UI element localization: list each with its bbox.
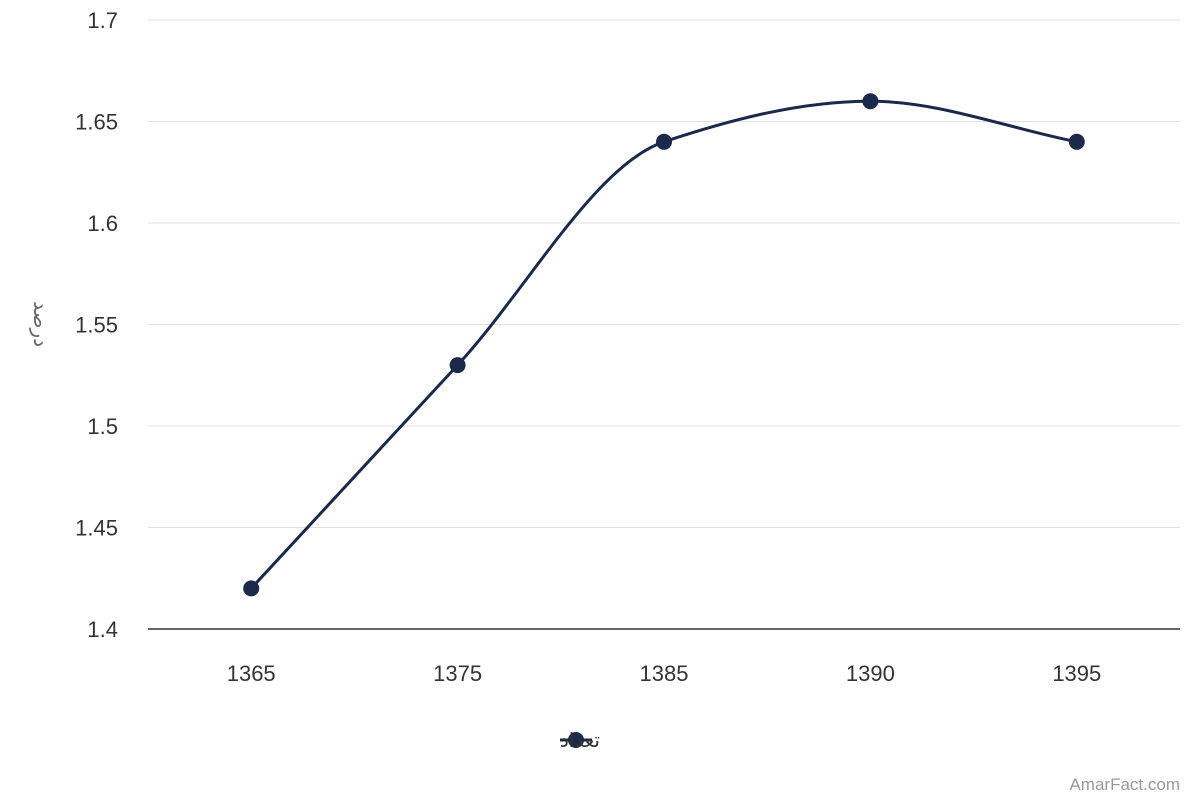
y-tick-label: 1.5 xyxy=(87,414,118,439)
x-axis-ticks: 1365 1375 1385 1390 1395 xyxy=(227,661,1102,686)
data-point[interactable] xyxy=(656,133,672,150)
y-tick-label: 1.65 xyxy=(75,110,118,135)
x-tick-label: 1385 xyxy=(640,661,689,686)
series-layer xyxy=(243,93,1085,597)
y-tick-label: 1.55 xyxy=(75,313,118,338)
data-point[interactable] xyxy=(449,357,466,374)
x-tick-label: 1375 xyxy=(433,661,482,686)
legend-label: تعداد xyxy=(560,728,600,752)
legend-marker-icon xyxy=(568,732,584,748)
grid-lines xyxy=(148,19,1180,528)
x-tick-label: 1395 xyxy=(1052,661,1101,686)
y-tick-label: 1.4 xyxy=(87,617,118,642)
y-tick-label: 1.6 xyxy=(87,211,118,236)
y-tick-label: 1.7 xyxy=(87,8,118,33)
data-point[interactable] xyxy=(862,93,879,110)
y-axis-ticks: 1.4 1.45 1.5 1.55 1.6 1.65 1.7 xyxy=(75,8,118,642)
data-point[interactable] xyxy=(243,580,260,597)
y-tick-label: 1.45 xyxy=(75,516,118,541)
credit-text[interactable]: AmarFact.com xyxy=(1069,775,1180,794)
data-point[interactable] xyxy=(1068,133,1085,150)
x-tick-label: 1390 xyxy=(846,661,895,686)
x-tick-label: 1365 xyxy=(227,661,276,686)
legend[interactable]: تعداد xyxy=(560,728,600,752)
series-line xyxy=(250,99,1078,590)
y-axis-label: درصد xyxy=(29,301,51,347)
